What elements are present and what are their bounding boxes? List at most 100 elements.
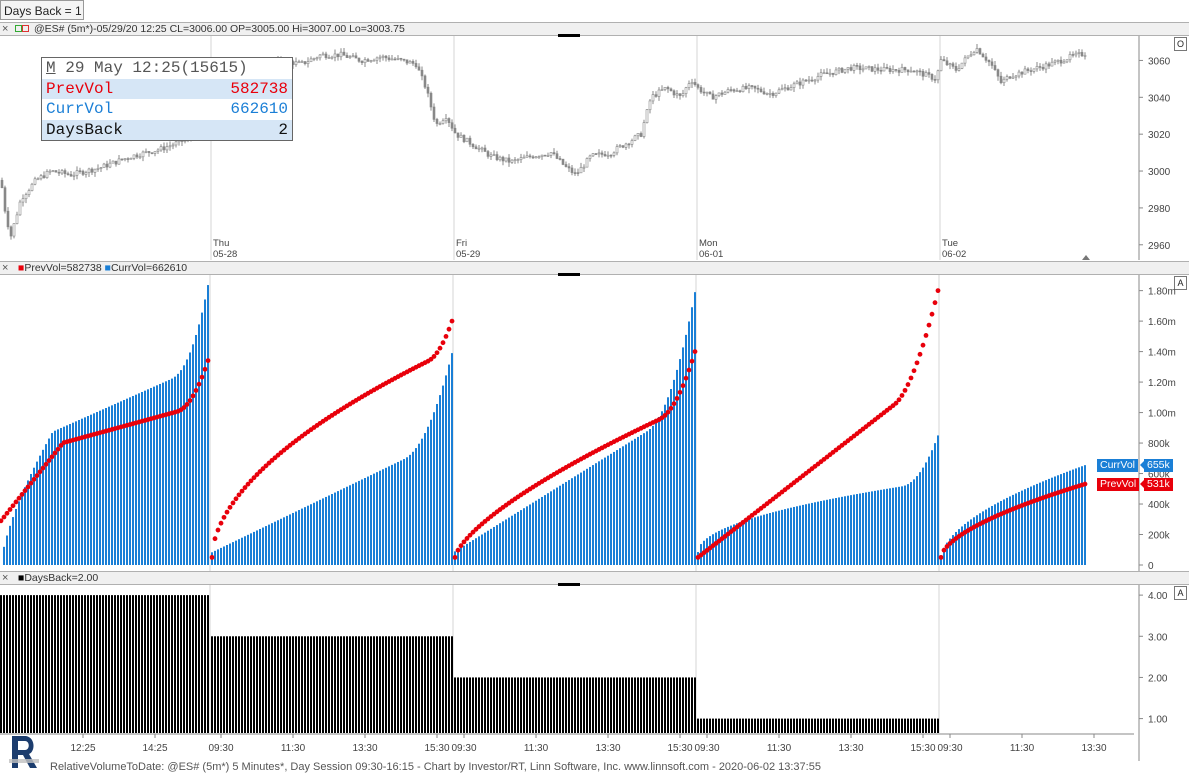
prevvol-point [218, 520, 224, 526]
prevvol-point [683, 375, 689, 381]
daysback-bar [436, 636, 438, 733]
candle-body [600, 152, 604, 155]
candle-body [507, 157, 511, 163]
currvol-bar [475, 538, 477, 565]
currvol-bar [550, 491, 552, 565]
daysback-bar [54, 595, 56, 733]
currvol-bar [271, 523, 273, 565]
candle-body [783, 87, 787, 90]
daysback-bar [150, 595, 152, 733]
daysback-bar [763, 718, 765, 733]
daysback-bar [370, 636, 372, 733]
candle-body [864, 66, 868, 70]
currvol-bar [469, 541, 471, 565]
candle-body [567, 166, 571, 169]
currvol-bar [1045, 480, 1047, 565]
daysback-bar [541, 677, 543, 733]
prevvol-point [52, 450, 58, 456]
daysback-bar [90, 595, 92, 733]
candle-body [9, 226, 13, 237]
daysback-bar [469, 677, 471, 733]
currvol-bar [12, 517, 14, 565]
candle-body [891, 69, 895, 72]
currvol-bar [574, 476, 576, 565]
currvol-bar [436, 403, 438, 565]
candle-body [987, 60, 991, 63]
price-y-tick-label: 3060 [1148, 56, 1171, 67]
currvol-bar [880, 489, 882, 565]
daysback-bar [93, 595, 95, 733]
daysback-bar [63, 595, 65, 733]
candle-body [996, 69, 1000, 77]
daysback-bar [730, 718, 732, 733]
candle-body [159, 146, 163, 151]
candle-body [618, 145, 622, 148]
candle-body [834, 69, 838, 75]
pane-resize-handle[interactable] [558, 273, 580, 276]
currvol-bar [361, 479, 363, 565]
currvol-bar [400, 460, 402, 565]
daysback-bar [616, 677, 618, 733]
currvol-bar [730, 525, 732, 565]
pane-resize-handle[interactable] [558, 34, 580, 37]
price-header-text: @ES# (5m*)-05/29/20 12:25 CL=3006.00 OP=… [34, 23, 405, 35]
daysback-bar [117, 595, 119, 733]
daysback-bar [177, 595, 179, 733]
currvol-bar [153, 386, 155, 565]
daysback-bar [24, 595, 26, 733]
close-icon[interactable]: × [2, 572, 9, 584]
currvol-bar [409, 454, 411, 565]
candle-body [882, 67, 886, 72]
daysback-bar [277, 636, 279, 733]
candle-body [867, 66, 871, 68]
daysback-bar [78, 595, 80, 733]
candle-body [411, 61, 415, 64]
daysback-bar [724, 718, 726, 733]
daysback-bar [670, 677, 672, 733]
prevvol-point [4, 510, 10, 516]
candle-body [1068, 54, 1072, 61]
daysback-bar [171, 595, 173, 733]
daysback-bar [505, 677, 507, 733]
candle-body [27, 190, 31, 195]
x-tick-label: 12:25 [70, 743, 95, 754]
currvol-bar [9, 525, 11, 565]
prevvol-point [31, 476, 37, 482]
close-icon[interactable]: × [2, 262, 9, 274]
candle-body [792, 83, 796, 88]
daysback-bar [718, 718, 720, 733]
daysback-scale-button[interactable]: A [1174, 586, 1187, 600]
currvol-bar [709, 536, 711, 565]
daysback-bar [568, 677, 570, 733]
price-scale-button[interactable]: O [1174, 37, 1187, 51]
daysback-bar [481, 677, 483, 733]
prevvol-point [464, 536, 470, 541]
daysback-bar [886, 718, 888, 733]
currvol-bar [102, 409, 104, 565]
prevvol-point [230, 500, 236, 506]
candle-body [414, 63, 418, 68]
close-icon[interactable]: × [2, 23, 9, 35]
currvol-bar [150, 387, 152, 565]
footer-text: RelativeVolumeToDate: @ES# (5m*) 5 Minut… [50, 761, 821, 773]
candle-body [861, 68, 865, 71]
candle-body [471, 143, 475, 148]
pane-resize-handle[interactable] [558, 583, 580, 586]
prevvol-point [449, 318, 455, 324]
candle-body [513, 159, 517, 161]
daysback-bar [33, 595, 35, 733]
currvol-bar [87, 416, 89, 565]
currvol-bar [207, 285, 209, 565]
days-back-button[interactable]: Days Back = 1 [0, 0, 84, 20]
candle-body [369, 60, 373, 62]
candle-body [342, 51, 346, 56]
daysback-bar [535, 677, 537, 733]
currvol-bar [790, 507, 792, 565]
candle-body [99, 167, 103, 169]
volume-scale-button[interactable]: A [1174, 276, 1187, 290]
candle-body [363, 59, 367, 64]
currvol-bar [871, 491, 873, 565]
candle-body [798, 81, 802, 86]
currvol-bar [514, 513, 516, 565]
candle-body [564, 164, 568, 167]
